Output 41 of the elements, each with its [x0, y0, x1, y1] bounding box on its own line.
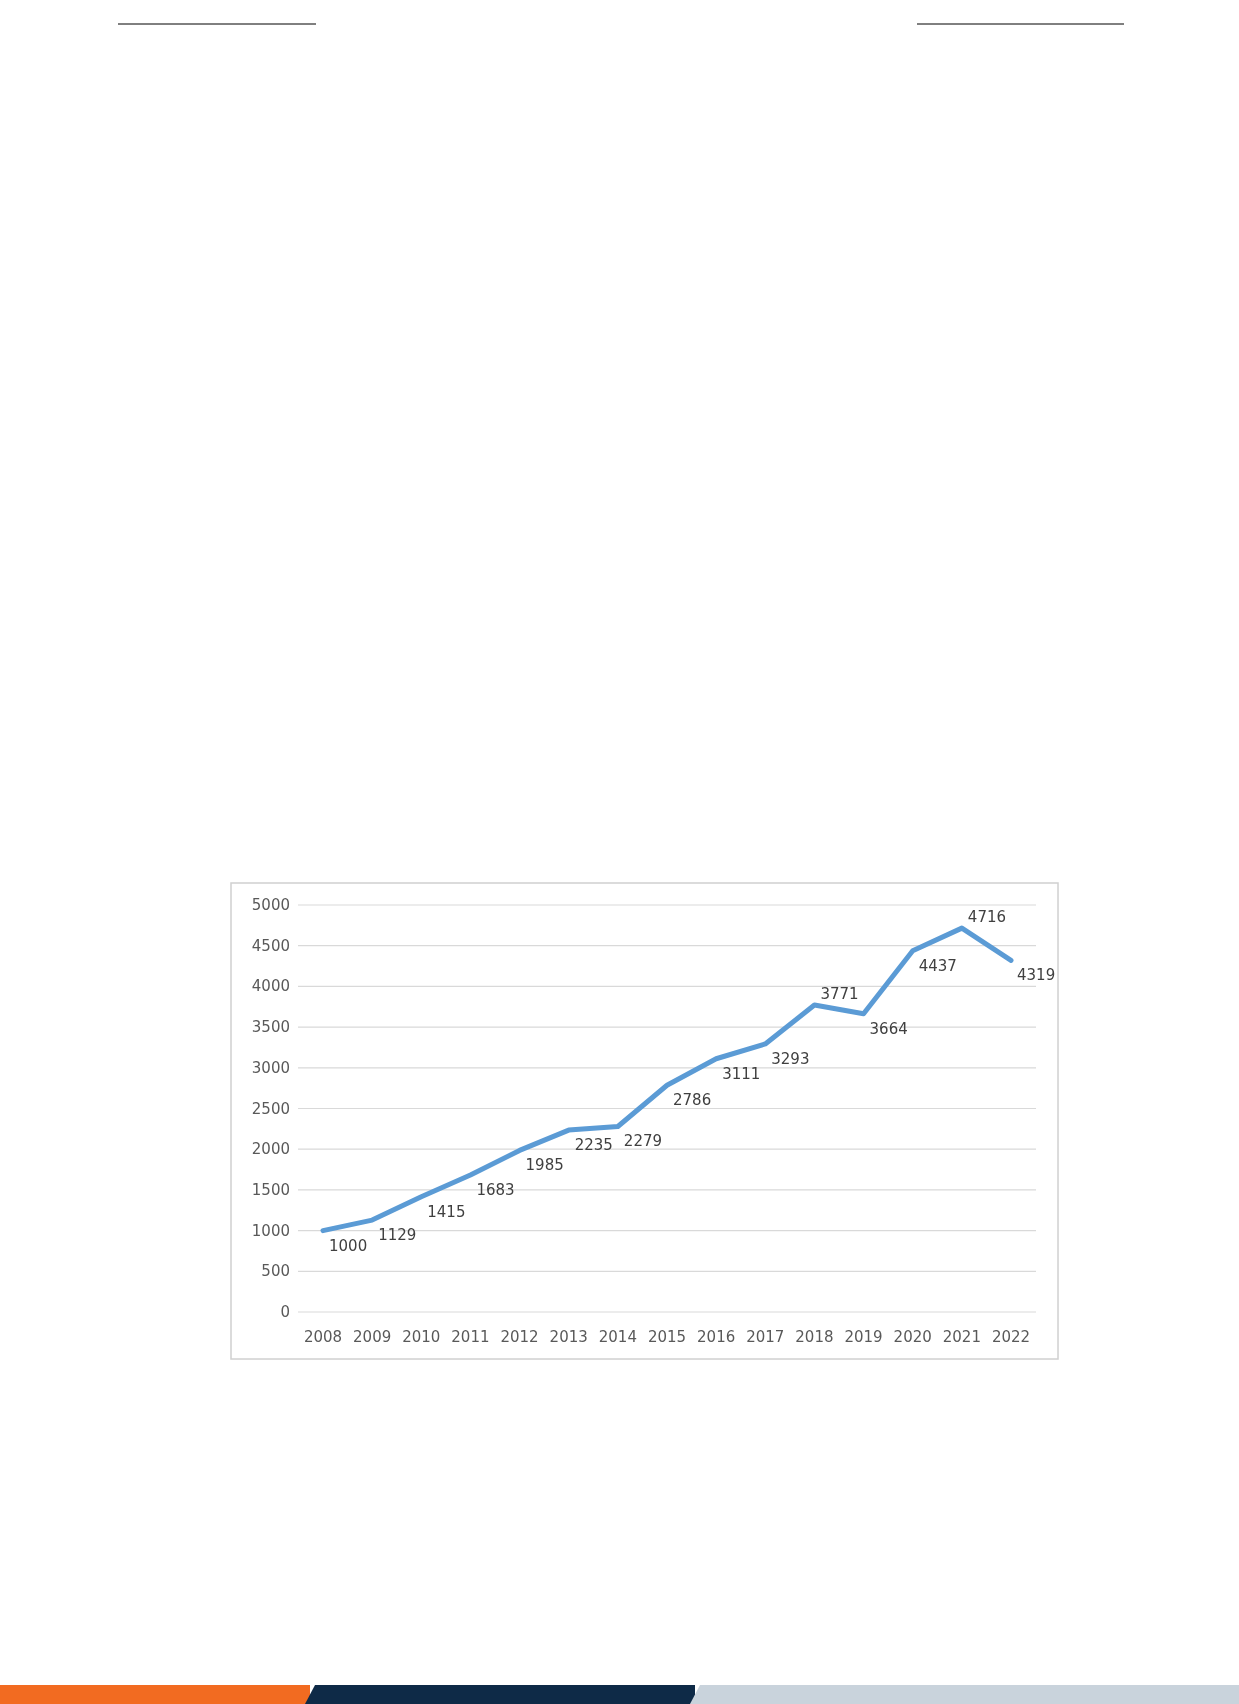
- y-tick-label: 0: [280, 1303, 290, 1321]
- data-label: 1129: [378, 1226, 417, 1245]
- data-label: 1985: [525, 1156, 564, 1175]
- x-tick-label: 2020: [893, 1328, 932, 1346]
- x-tick-label: 2019: [844, 1328, 883, 1346]
- x-tick-label: 2018: [795, 1328, 834, 1346]
- x-tick-label: 2009: [353, 1328, 392, 1346]
- x-tick-label: 2008: [303, 1328, 343, 1346]
- data-label: 4319: [1017, 966, 1056, 985]
- x-tick-label: 2010: [402, 1328, 441, 1346]
- data-label: 1415: [427, 1202, 466, 1221]
- x-tick-label: 2014: [598, 1328, 637, 1346]
- y-tick-label: 500: [261, 1262, 290, 1281]
- x-tick-label: 2017: [746, 1328, 785, 1346]
- data-label: 4437: [918, 956, 957, 975]
- x-tick-label: 2015: [647, 1328, 687, 1346]
- y-tick-label: 2500: [251, 1099, 290, 1118]
- y-tick-label: 4500: [251, 936, 290, 955]
- x-tick-label: 2021: [942, 1328, 981, 1346]
- data-label: 3664: [869, 1019, 908, 1038]
- x-tick-label: 2012: [500, 1328, 539, 1346]
- data-label: 2235: [574, 1136, 613, 1155]
- data-label: 3293: [771, 1049, 810, 1068]
- data-label: 4716: [967, 908, 1007, 927]
- x-tick-label: 2016: [697, 1328, 736, 1346]
- data-label: 2279: [623, 1132, 663, 1151]
- data-label: 2786: [673, 1091, 712, 1110]
- x-tick-label: 2022: [991, 1328, 1031, 1346]
- data-label: 3111: [722, 1064, 761, 1083]
- x-tick-label: 2013: [549, 1328, 588, 1346]
- y-tick-label: 5000: [251, 896, 290, 914]
- y-tick-label: 4000: [251, 977, 290, 996]
- x-tick-label: 2011: [451, 1328, 490, 1346]
- y-tick-label: 1000: [251, 1221, 290, 1240]
- data-label: 1000: [329, 1236, 368, 1255]
- y-tick-label: 1500: [251, 1180, 290, 1199]
- data-label: 3771: [820, 985, 859, 1004]
- data-label: 1683: [476, 1181, 515, 1199]
- y-tick-label: 2000: [251, 1140, 290, 1159]
- y-tick-label: 3500: [251, 1018, 290, 1037]
- y-tick-label: 3000: [251, 1058, 290, 1077]
